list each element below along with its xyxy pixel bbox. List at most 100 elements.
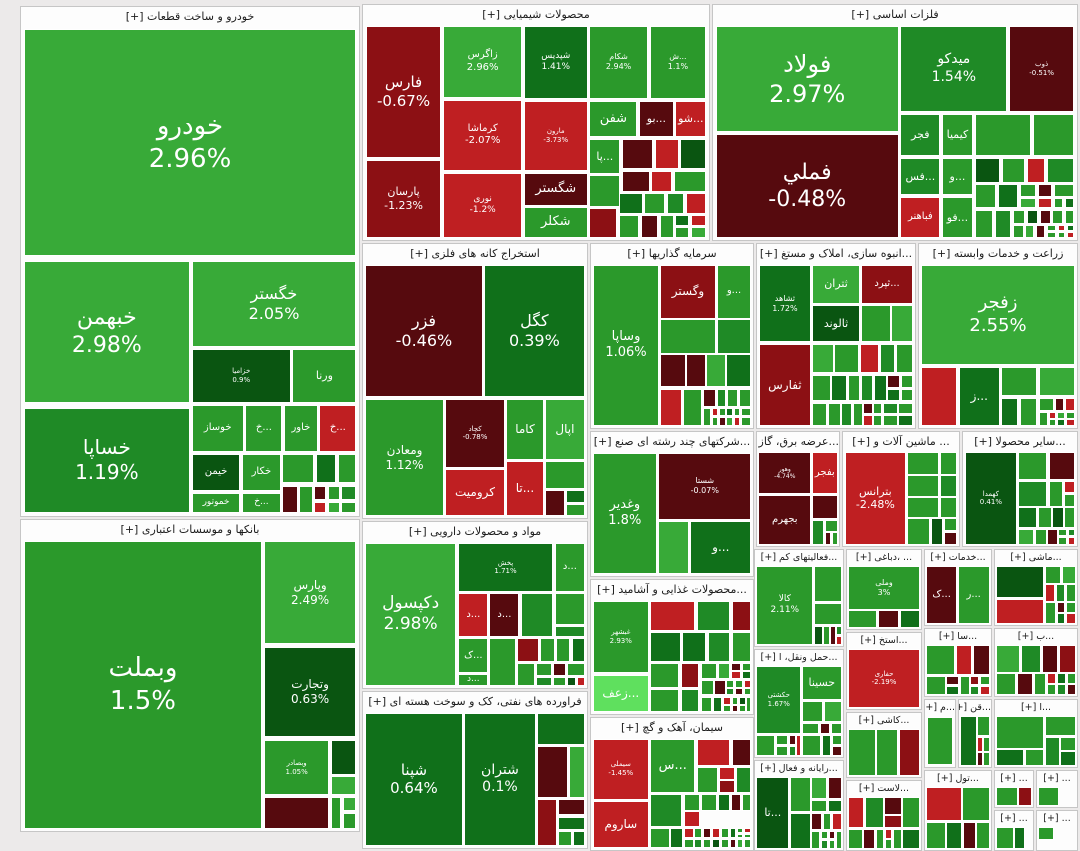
stock-tile[interactable] — [1057, 225, 1066, 232]
stock-tile-کرومیت[interactable]: کرومیت — [445, 468, 505, 516]
stock-tile[interactable] — [1067, 536, 1076, 545]
stock-tile[interactable] — [946, 822, 963, 849]
stock-tile[interactable] — [736, 767, 752, 793]
stock-tile[interactable] — [1057, 232, 1066, 238]
stock-tile[interactable] — [898, 402, 914, 414]
sector-header-transport[interactable]: ...حمل ونقل، ا [+] — [755, 650, 843, 666]
stock-tile[interactable] — [776, 734, 789, 745]
stock-tile[interactable] — [1018, 528, 1034, 545]
stock-tile[interactable] — [1025, 225, 1035, 238]
stock-tile[interactable] — [1038, 787, 1060, 806]
stock-tile[interactable] — [739, 696, 746, 705]
stock-tile[interactable] — [946, 685, 959, 695]
stock-tile-خیمن[interactable]: خیمن — [191, 454, 241, 491]
stock-tile[interactable] — [811, 812, 822, 830]
sector-header-a[interactable]: ...ا [+] — [995, 700, 1077, 716]
stock-tile[interactable] — [739, 705, 746, 713]
stock-tile[interactable] — [1038, 366, 1076, 397]
stock-tile[interactable] — [735, 688, 744, 696]
stock-tile[interactable] — [1048, 480, 1064, 507]
stock-tile[interactable] — [712, 696, 723, 713]
stock-tile[interactable] — [1001, 397, 1019, 427]
stock-tile[interactable] — [1012, 210, 1026, 225]
sector-header-banks[interactable]: بانکها و موسسات اعتباری [+] — [21, 520, 359, 540]
sector-header-computer[interactable]: ...رایانه و فعال [+] — [755, 761, 843, 777]
stock-tile[interactable] — [739, 388, 752, 407]
stock-tile[interactable] — [1057, 684, 1066, 695]
stock-tile[interactable] — [726, 679, 735, 688]
stock-tile-فارس[interactable]: فارس -0.67% — [365, 26, 442, 158]
stock-tile[interactable] — [712, 417, 719, 427]
stock-tile-نوری[interactable]: نوری -1.2% — [443, 172, 523, 238]
stock-tile[interactable] — [994, 210, 1011, 238]
sector-header-real-estate[interactable]: ...انبوه سازی، املاک و مستغ [+] — [757, 244, 915, 264]
stock-tile-وغدیر[interactable]: وغدیر 1.8% — [592, 452, 657, 575]
stock-tile[interactable] — [1017, 673, 1034, 695]
sector-header-sa[interactable]: ...سا [+] — [925, 629, 991, 645]
stock-tile[interactable] — [1063, 493, 1076, 507]
sector-header-power[interactable]: ...عرضه برق، گاز [+] — [757, 432, 839, 452]
stock-tile[interactable] — [558, 816, 585, 831]
stock-tile[interactable] — [983, 752, 990, 766]
stock-tile[interactable] — [703, 828, 712, 839]
stock-tile[interactable] — [1067, 528, 1076, 537]
stock-tile[interactable] — [640, 215, 659, 238]
stock-tile[interactable] — [831, 745, 842, 756]
stock-tile[interactable] — [824, 532, 832, 545]
stock-tile[interactable] — [1045, 736, 1060, 766]
stock-tile[interactable] — [558, 830, 572, 847]
stock-tile[interactable] — [708, 632, 731, 662]
sector-header-b[interactable]: ...ب [+] — [995, 629, 1077, 645]
stock-tile[interactable] — [996, 787, 1018, 806]
stock-tile[interactable] — [907, 497, 940, 519]
stock-tile-خزامیا[interactable]: خزامیا 0.9% — [191, 349, 291, 403]
stock-tile[interactable] — [675, 215, 690, 227]
stock-tile[interactable] — [685, 192, 707, 215]
stock-tile-وساپا[interactable]: وساپا 1.06% — [592, 264, 660, 427]
stock-tile[interactable] — [1057, 602, 1066, 613]
stock-tile[interactable] — [554, 593, 585, 626]
stock-tile[interactable] — [802, 723, 820, 734]
stock-tile[interactable] — [1018, 787, 1032, 806]
stock-tile[interactable] — [703, 839, 712, 849]
stock-tile[interactable] — [1047, 157, 1075, 184]
stock-tile[interactable] — [719, 780, 736, 793]
sector-header-ceramic-tile[interactable]: ...کاشی [+] — [847, 713, 921, 729]
stock-tile[interactable] — [690, 215, 707, 227]
stock-tile[interactable] — [1060, 751, 1076, 766]
stock-tile[interactable] — [802, 700, 823, 723]
stock-tile[interactable] — [926, 675, 946, 695]
stock-tile[interactable] — [733, 408, 740, 417]
stock-tile[interactable] — [650, 828, 670, 849]
stock-tile[interactable] — [996, 716, 1045, 749]
stock-tile-کالا[interactable]: کالا 2.11% — [756, 566, 814, 645]
stock-tile-ثالوند[interactable]: ثالوند — [811, 304, 861, 343]
stock-tile[interactable] — [694, 828, 703, 839]
stock-tile[interactable] — [1065, 397, 1076, 411]
stock-tile[interactable] — [823, 700, 842, 723]
stock-tile-مارون[interactable]: مارون -3.73% — [523, 100, 588, 171]
stock-tile[interactable] — [926, 822, 946, 849]
stock-tile[interactable] — [902, 828, 920, 849]
stock-tile[interactable] — [1001, 157, 1026, 184]
stock-tile[interactable] — [946, 675, 959, 686]
stock-tile[interactable] — [1057, 613, 1066, 624]
stock-tile[interactable] — [814, 625, 823, 645]
sector-header-chemicals[interactable]: محصولات شیمیایی [+] — [363, 5, 709, 25]
stock-tile-بجهرم[interactable]: بجهرم — [758, 495, 812, 545]
stock-tile[interactable] — [1065, 411, 1076, 419]
stock-tile[interactable] — [1038, 507, 1052, 528]
stock-tile[interactable] — [891, 304, 914, 343]
stock-tile[interactable] — [1027, 157, 1046, 184]
stock-tile[interactable] — [887, 388, 900, 401]
stock-tile[interactable] — [1045, 602, 1057, 624]
stock-tile[interactable] — [1046, 684, 1057, 695]
stock-tile-بفجر[interactable]: بفجر — [812, 452, 838, 495]
stock-tile[interactable] — [680, 662, 700, 688]
stock-tile[interactable] — [884, 797, 902, 815]
stock-tile[interactable] — [863, 402, 873, 414]
stock-tile[interactable] — [823, 625, 830, 645]
stock-tile[interactable] — [537, 746, 569, 798]
stock-tile-...شو[interactable]: ...شو — [675, 100, 707, 138]
stock-tile[interactable] — [1066, 613, 1076, 624]
